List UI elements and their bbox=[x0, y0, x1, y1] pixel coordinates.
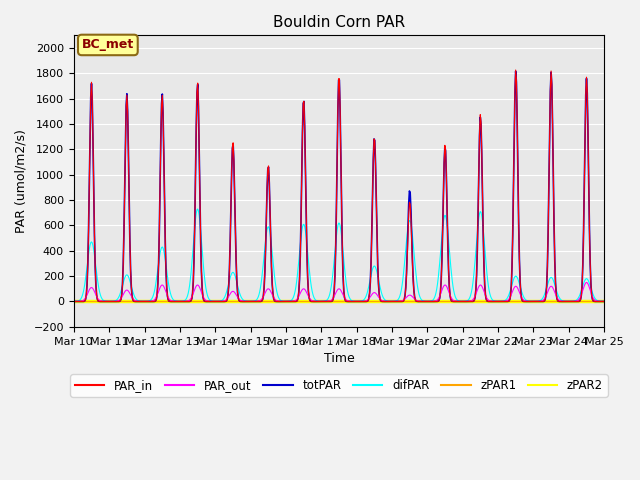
Legend: PAR_in, PAR_out, totPAR, difPAR, zPAR1, zPAR2: PAR_in, PAR_out, totPAR, difPAR, zPAR1, … bbox=[70, 374, 608, 396]
Line: PAR_out: PAR_out bbox=[74, 282, 604, 301]
Line: totPAR: totPAR bbox=[74, 71, 604, 301]
difPAR bbox=[217, 298, 225, 304]
PAR_out bbox=[403, 294, 411, 300]
zPAR1 bbox=[216, 299, 224, 304]
PAR_out bbox=[600, 299, 608, 304]
zPAR1 bbox=[188, 299, 196, 304]
PAR_out bbox=[134, 299, 142, 304]
difPAR bbox=[134, 298, 142, 303]
PAR_out bbox=[188, 294, 196, 300]
PAR_out bbox=[216, 299, 224, 304]
PAR_in bbox=[419, 299, 427, 304]
PAR_out bbox=[70, 299, 77, 304]
totPAR bbox=[512, 68, 520, 74]
difPAR bbox=[404, 224, 412, 230]
PAR_out bbox=[419, 299, 427, 304]
PAR_in bbox=[134, 299, 142, 304]
zPAR1 bbox=[134, 299, 142, 304]
difPAR bbox=[79, 289, 87, 295]
zPAR1 bbox=[600, 299, 608, 304]
X-axis label: Time: Time bbox=[324, 352, 355, 365]
totPAR bbox=[419, 299, 427, 304]
zPAR2 bbox=[216, 299, 224, 304]
PAR_in bbox=[403, 254, 411, 260]
zPAR1 bbox=[70, 299, 77, 304]
zPAR1 bbox=[419, 299, 427, 304]
PAR_in bbox=[188, 296, 196, 301]
Title: Bouldin Corn PAR: Bouldin Corn PAR bbox=[273, 15, 405, 30]
Y-axis label: PAR (umol/m2/s): PAR (umol/m2/s) bbox=[15, 129, 28, 233]
zPAR2 bbox=[70, 299, 77, 304]
zPAR2 bbox=[403, 299, 411, 304]
difPAR bbox=[420, 298, 428, 304]
difPAR bbox=[188, 262, 196, 267]
totPAR bbox=[70, 299, 77, 304]
totPAR bbox=[134, 299, 142, 304]
difPAR bbox=[600, 299, 608, 304]
PAR_out bbox=[582, 279, 590, 285]
PAR_in bbox=[79, 299, 87, 304]
zPAR2 bbox=[188, 299, 196, 304]
zPAR2 bbox=[600, 299, 608, 304]
totPAR bbox=[403, 249, 411, 255]
difPAR bbox=[194, 206, 202, 212]
totPAR bbox=[79, 299, 87, 304]
zPAR2 bbox=[419, 299, 427, 304]
difPAR bbox=[70, 299, 77, 304]
Text: BC_met: BC_met bbox=[82, 38, 134, 51]
totPAR bbox=[188, 296, 196, 301]
totPAR bbox=[216, 299, 224, 304]
PAR_in bbox=[600, 299, 608, 304]
totPAR bbox=[600, 299, 608, 304]
Line: PAR_in: PAR_in bbox=[74, 70, 604, 301]
PAR_in bbox=[512, 67, 520, 73]
zPAR2 bbox=[134, 299, 142, 304]
PAR_in bbox=[216, 299, 224, 304]
PAR_in bbox=[70, 299, 77, 304]
zPAR1 bbox=[79, 299, 87, 304]
zPAR2 bbox=[79, 299, 87, 304]
zPAR1 bbox=[403, 299, 411, 304]
PAR_out bbox=[79, 298, 87, 303]
Line: difPAR: difPAR bbox=[74, 209, 604, 301]
